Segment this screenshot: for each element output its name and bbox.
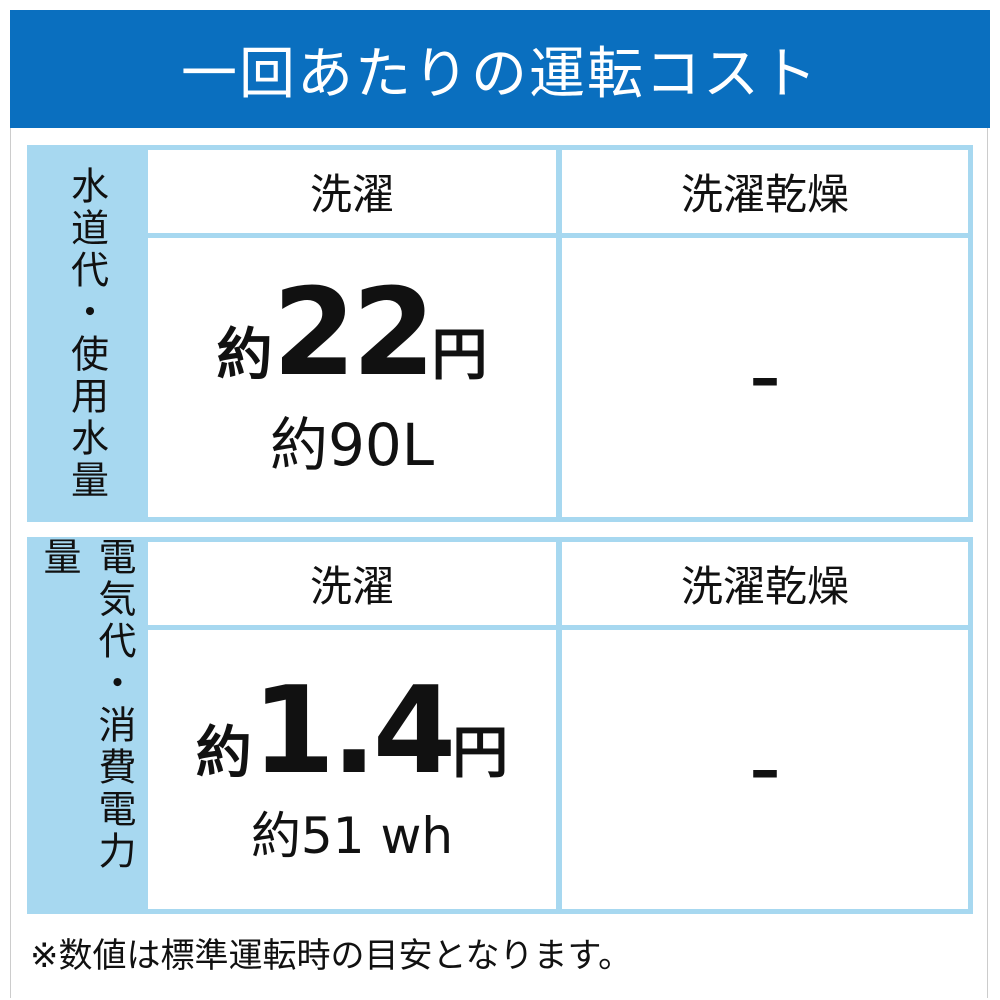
usage-value: 約90L [269,410,435,479]
water-cost-table: 水道代・使用水量 洗濯 洗濯乾燥 約 22 円 約90L – [27,145,973,522]
wash-value-cell: 約 22 円 約90L [148,238,556,517]
header-wash: 洗濯 [148,150,556,233]
electricity-cost-table: 電気代・消費電力量 洗濯 洗濯乾燥 約 1.4 円 約51 wh – [27,537,973,914]
usage-value: 約51 wh [250,806,454,865]
cost-value: 22 [272,263,436,403]
wash-dry-value-cell: – [562,238,968,517]
cost-value: 1.4 [251,661,457,801]
header-wash: 洗濯 [148,542,556,625]
header-wash-dry: 洗濯乾燥 [562,150,968,233]
header-wash-dry: 洗濯乾燥 [562,542,968,625]
footnote: ※数値は標準運転時の目安となります。 [30,936,633,976]
wash-value-cell: 約 1.4 円 約51 wh [148,630,556,909]
page-title: 一回あたりの運転コスト [10,10,990,128]
side-label: 水道代・使用水量 [64,165,109,502]
image-frame [10,10,988,998]
side-label: 電気代・消費電力量 [37,537,136,873]
wash-dry-value-cell: – [562,630,968,909]
